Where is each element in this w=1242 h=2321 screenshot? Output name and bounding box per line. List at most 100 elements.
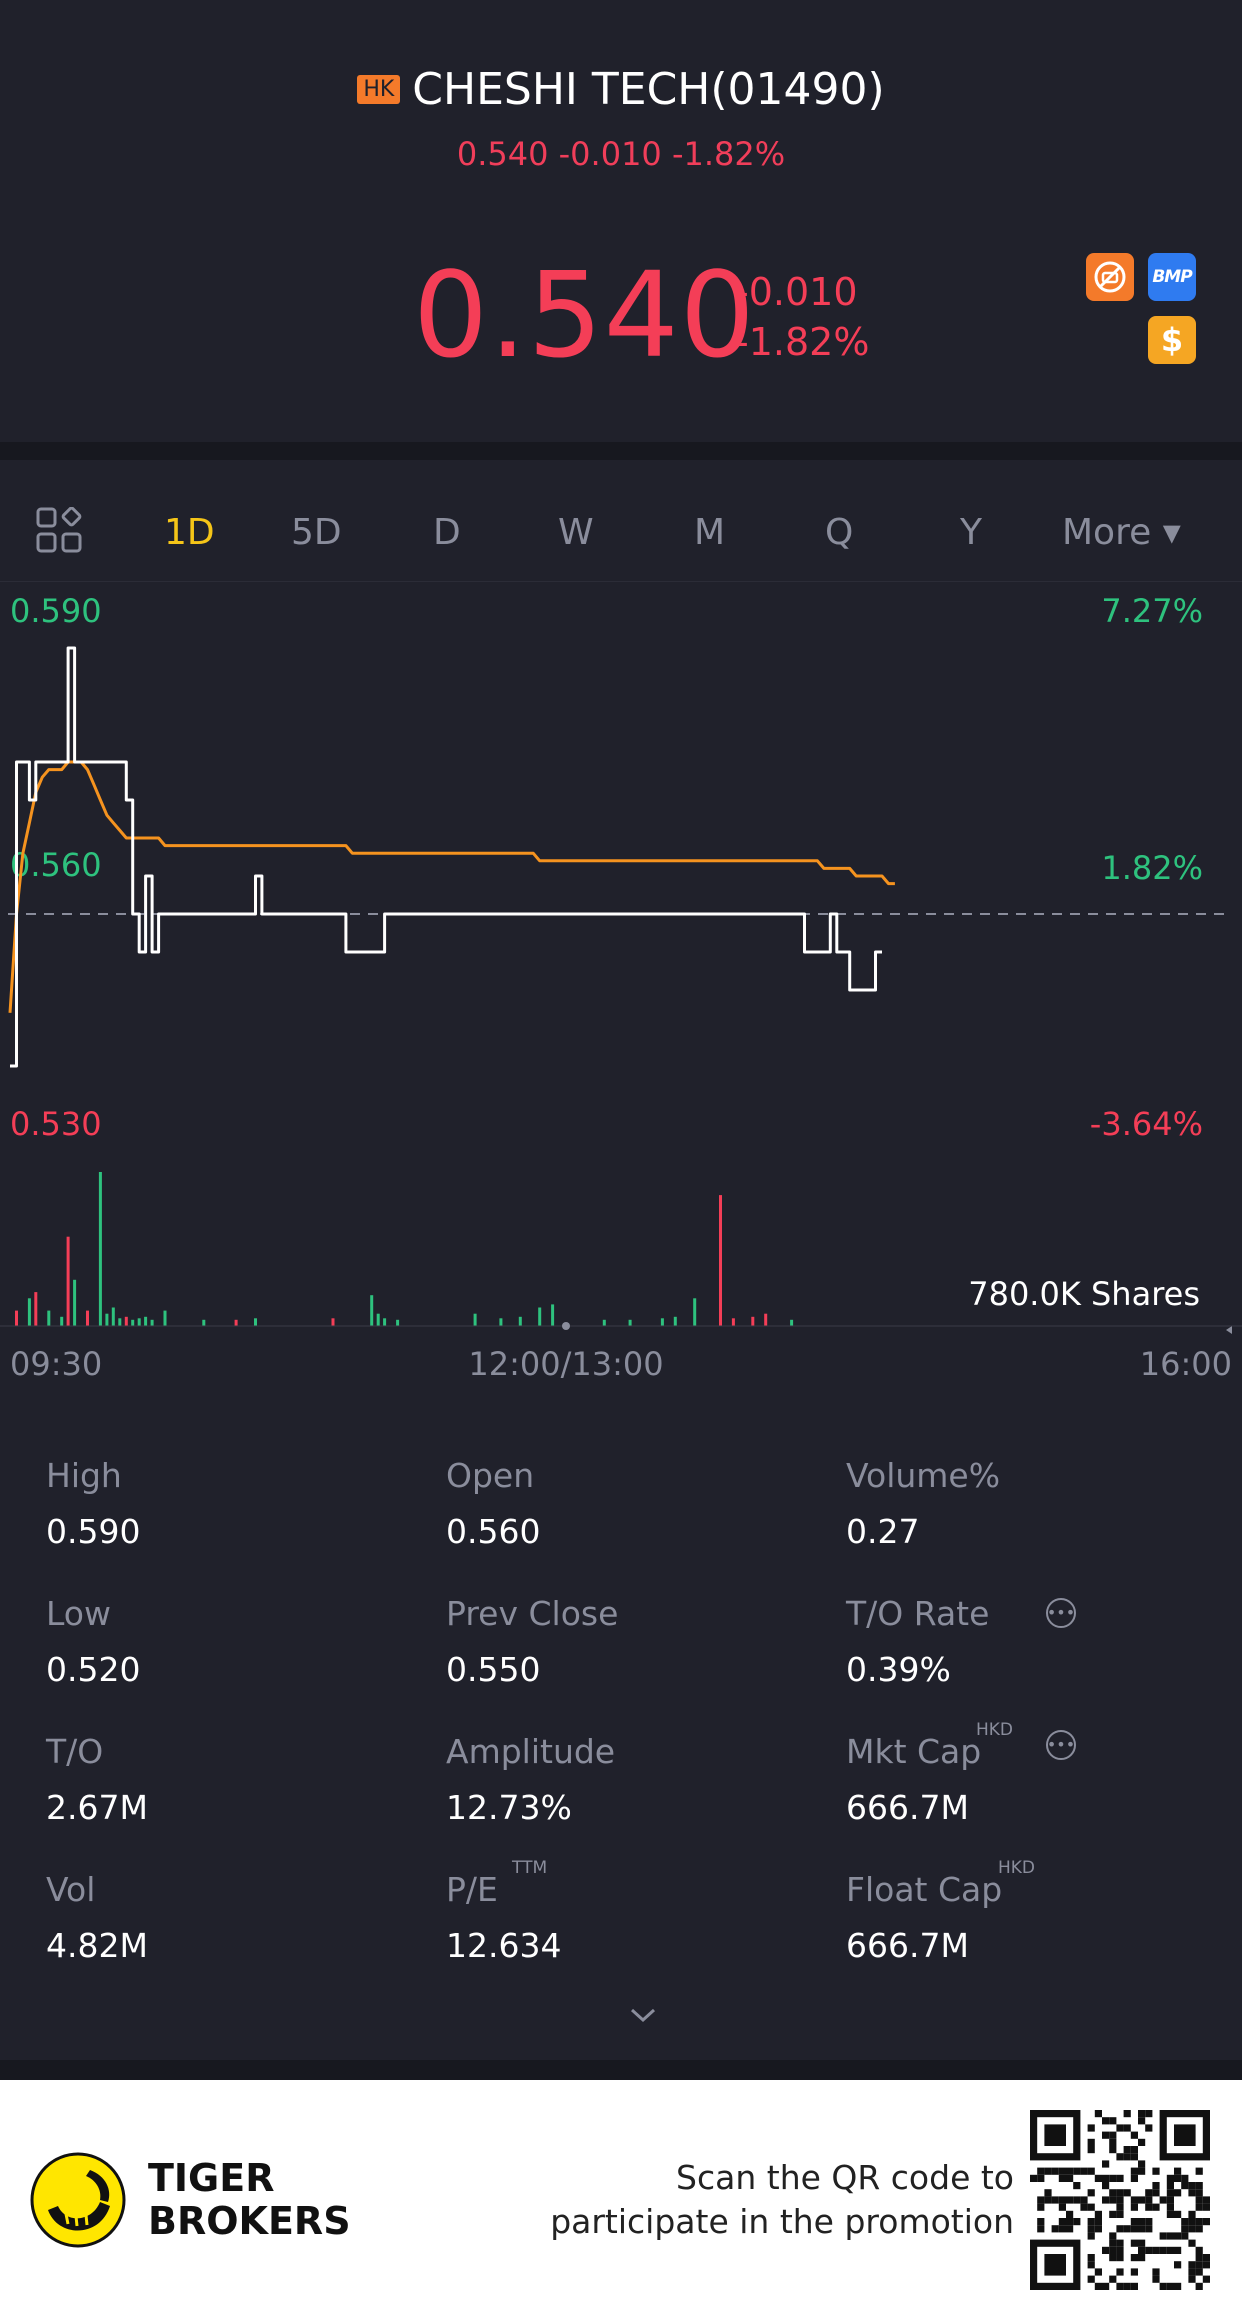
stock-name: CHESHI TECH(01490) bbox=[412, 64, 885, 115]
volume-bar bbox=[86, 1310, 89, 1326]
market-badge: HK bbox=[357, 75, 401, 104]
y-right-label-low: -3.64% bbox=[1090, 1105, 1203, 1143]
volume-bar bbox=[693, 1298, 697, 1326]
volume-bar bbox=[628, 1319, 632, 1326]
volume-bar bbox=[163, 1310, 167, 1326]
x-label-midday: 12:00/13:00 bbox=[468, 1345, 663, 1383]
stat-label-amplitude: Amplitude bbox=[446, 1732, 616, 1771]
stat-label-open: Open bbox=[446, 1456, 535, 1495]
volume-bar bbox=[370, 1295, 374, 1326]
bmp-badge-icon[interactable]: BMP bbox=[1148, 253, 1196, 301]
promo-footer: TIGER BROKERS Scan the QR code to partic… bbox=[0, 2080, 1242, 2321]
stat-value-float-cap: 666.7M bbox=[846, 1926, 969, 1965]
volume-bar bbox=[144, 1316, 148, 1326]
volume-bars bbox=[15, 1172, 794, 1326]
volume-bar bbox=[551, 1304, 555, 1326]
volume-bar bbox=[118, 1318, 122, 1326]
no-short-icon[interactable] bbox=[1086, 253, 1134, 301]
tab-d[interactable]: D bbox=[433, 512, 461, 553]
volume-scroll-indicator bbox=[1226, 1326, 1232, 1334]
last-price: 0.540 bbox=[413, 246, 756, 384]
price-change: -0.010 bbox=[735, 270, 858, 314]
stat-label-pe: P/E bbox=[446, 1870, 498, 1909]
y-left-label-high: 0.590 bbox=[10, 592, 102, 630]
price-line bbox=[10, 646, 882, 1068]
stat-label-vol: Vol bbox=[46, 1870, 96, 1909]
stat-label-high: High bbox=[46, 1456, 122, 1495]
volume-bar bbox=[66, 1236, 70, 1326]
volume-bar bbox=[73, 1279, 77, 1326]
footer-divider bbox=[0, 2060, 1242, 2080]
stat-label-to-rate: T/O Rate bbox=[846, 1594, 990, 1633]
stock-title: HK CHESHI TECH(01490) bbox=[0, 64, 1242, 115]
volume-bar bbox=[27, 1298, 31, 1326]
tab-m[interactable]: M bbox=[694, 512, 726, 553]
volume-bar bbox=[538, 1307, 542, 1326]
volume-bar bbox=[660, 1318, 664, 1326]
volume-bar bbox=[331, 1318, 335, 1326]
price-lines bbox=[8, 646, 895, 1068]
volume-bar bbox=[124, 1316, 128, 1326]
stat-value-mkt-cap: 666.7M bbox=[846, 1788, 969, 1827]
volume-bar bbox=[473, 1313, 477, 1326]
qr-code-icon[interactable] bbox=[1030, 2110, 1210, 2290]
grid-layout-icon[interactable] bbox=[36, 507, 82, 553]
intraday-chart[interactable]: 0.590 0.560 0.530 7.27% 1.82% -3.64% 780… bbox=[0, 582, 1242, 1412]
volume-bar bbox=[60, 1316, 64, 1326]
volume-bar bbox=[383, 1318, 387, 1326]
volume-bar bbox=[111, 1307, 115, 1326]
info-icon[interactable]: ••• bbox=[1046, 1730, 1076, 1760]
stat-value-volume-pct: 0.27 bbox=[846, 1512, 920, 1551]
info-icon[interactable]: ••• bbox=[1046, 1598, 1076, 1628]
tab-5d[interactable]: 5D bbox=[291, 512, 342, 553]
dollar-badge-icon[interactable]: $ bbox=[1148, 316, 1196, 364]
volume-bar bbox=[764, 1313, 768, 1326]
volume-bar bbox=[137, 1318, 141, 1326]
volume-bar bbox=[719, 1195, 722, 1326]
period-tabs: 1D 5D D W M Q Y More ▾ bbox=[0, 460, 1242, 582]
volume-bar bbox=[34, 1292, 38, 1326]
tab-w[interactable]: W bbox=[558, 512, 594, 553]
volume-bar bbox=[105, 1313, 109, 1326]
brand-name-line1: TIGER bbox=[148, 2156, 275, 2200]
price-change-pct: -1.82% bbox=[735, 320, 870, 364]
stat-value-amplitude: 12.73% bbox=[446, 1788, 572, 1827]
tab-q[interactable]: Q bbox=[825, 512, 854, 553]
y-left-label-mid: 0.560 bbox=[10, 846, 102, 884]
promo-text-line2: participate in the promotion bbox=[550, 2202, 1014, 2241]
y-right-label-mid: 1.82% bbox=[1101, 849, 1203, 887]
lunch-break-marker bbox=[562, 1322, 570, 1330]
volume-label: 780.0K Shares bbox=[968, 1275, 1200, 1313]
volume-bar bbox=[131, 1319, 135, 1326]
tab-1d[interactable]: 1D bbox=[164, 512, 215, 553]
stat-value-to-rate: 0.39% bbox=[846, 1650, 951, 1689]
x-label-close: 16:00 bbox=[1140, 1345, 1232, 1383]
average-line bbox=[8, 760, 895, 1013]
stat-label-to: T/O bbox=[46, 1732, 104, 1771]
section-divider bbox=[0, 442, 1242, 460]
volume-bar bbox=[254, 1318, 257, 1326]
stat-value-pe: 12.634 bbox=[446, 1926, 562, 1965]
stat-value-to: 2.67M bbox=[46, 1788, 148, 1827]
tiger-logo-icon bbox=[30, 2152, 126, 2248]
currency-sup: HKD bbox=[998, 1858, 1036, 1878]
stat-value-open: 0.560 bbox=[446, 1512, 541, 1551]
currency-sup: HKD bbox=[976, 1720, 1014, 1740]
volume-bar bbox=[396, 1319, 400, 1326]
volume-bar bbox=[376, 1313, 380, 1326]
stat-label-volume-pct: Volume% bbox=[846, 1456, 1001, 1495]
volume-bar bbox=[47, 1310, 51, 1326]
stat-label-float-cap: Float Cap bbox=[846, 1870, 1003, 1909]
volume-bar bbox=[518, 1316, 522, 1326]
chevron-down-icon[interactable] bbox=[628, 2000, 658, 2030]
tab-more[interactable]: More ▾ bbox=[1062, 512, 1181, 553]
y-left-label-low: 0.530 bbox=[10, 1105, 102, 1143]
tab-y[interactable]: Y bbox=[960, 512, 982, 553]
volume-bar bbox=[790, 1319, 794, 1326]
brand-name-line2: BROKERS bbox=[148, 2199, 351, 2243]
stat-value-high: 0.590 bbox=[46, 1512, 141, 1551]
stat-value-prev-close: 0.550 bbox=[446, 1650, 541, 1689]
y-right-label-high: 7.27% bbox=[1101, 592, 1203, 630]
volume-bar bbox=[731, 1318, 735, 1326]
promo-text-line1: Scan the QR code to bbox=[676, 2158, 1014, 2197]
